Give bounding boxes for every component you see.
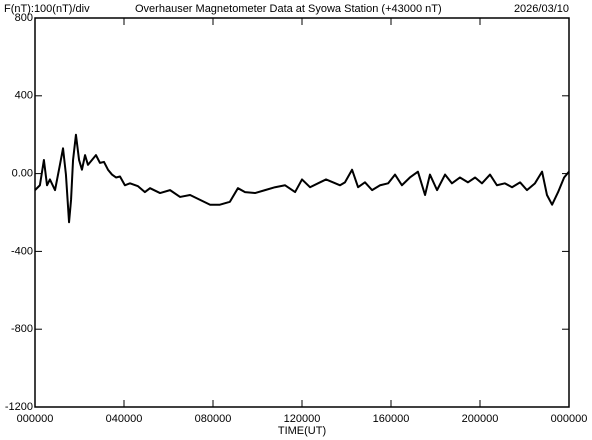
chart-title: Overhauser Magnetometer Data at Syowa St… <box>135 3 442 15</box>
date: 2026/03/10 <box>514 3 569 15</box>
data-line <box>34 133 570 224</box>
y-tick-label: 0.00 <box>12 168 33 180</box>
x-tick-label: 160000 <box>373 413 410 425</box>
x-tick-label: 200000 <box>462 413 499 425</box>
x-tick-label: 080000 <box>195 413 232 425</box>
y-tick-label: -800 <box>11 323 33 335</box>
plot-frame <box>34 17 570 408</box>
scale-label: F(nT):100(nT)/div <box>4 3 90 15</box>
x-tick-label: 120000 <box>284 413 321 425</box>
x-axis-label: TIME(UT) <box>278 425 326 437</box>
y-tick-label: 800 <box>15 12 33 24</box>
x-tick-label: 000000 <box>17 413 54 425</box>
y-tick-label: 400 <box>15 90 33 102</box>
y-tick-label: -400 <box>11 245 33 257</box>
x-tick-label: 000000 <box>551 413 588 425</box>
y-tick-label: -1200 <box>5 401 33 413</box>
x-tick-label: 040000 <box>106 413 143 425</box>
